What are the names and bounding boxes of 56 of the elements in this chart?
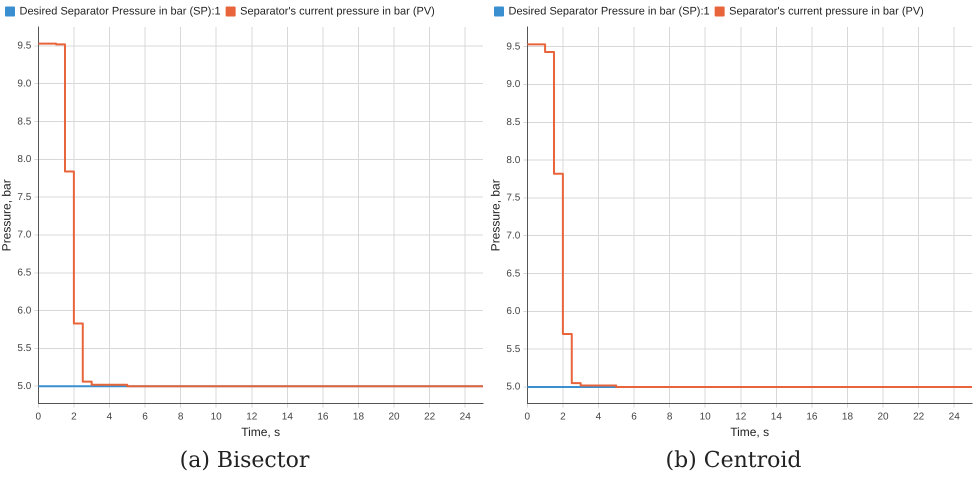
x-tick-label: 20 xyxy=(878,411,890,422)
y-tick-label: 8.5 xyxy=(17,116,32,128)
x-tick-label: 22 xyxy=(424,411,436,422)
legend-label: Desired Separator Pressure in bar (SP):1 xyxy=(508,6,710,18)
y-tick-label: 9.5 xyxy=(17,40,32,52)
x-tick-label: 16 xyxy=(806,411,818,422)
x-tick-label: 4 xyxy=(596,411,602,422)
x-tick-label: 18 xyxy=(352,411,364,422)
y-axis-title: Pressure, bar xyxy=(488,179,503,252)
legend-label: Separator's current pressure in bar (PV) xyxy=(729,6,924,18)
x-tick-label: 20 xyxy=(388,411,400,422)
legend-label: Separator's current pressure in bar (PV) xyxy=(240,6,435,18)
y-tick-label: 9.5 xyxy=(506,41,521,52)
y-tick-label: 5.5 xyxy=(17,343,32,354)
x-tick-label: 10 xyxy=(210,411,222,422)
y-tick-label: 8.0 xyxy=(506,154,521,166)
x-tick-label: 4 xyxy=(106,411,113,422)
x-tick-label: 24 xyxy=(948,411,960,422)
x-tick-label: 24 xyxy=(460,411,472,422)
text: (a) Bisector xyxy=(180,448,310,473)
x-tick-label: 14 xyxy=(770,411,782,422)
x-tick-label: 18 xyxy=(842,411,854,422)
x-tick-label: 0 xyxy=(36,411,42,422)
x-tick-label: 12 xyxy=(246,411,258,422)
y-tick-label: 8.5 xyxy=(506,117,521,128)
y-tick-label: 6.0 xyxy=(17,305,32,316)
x-tick-label: 12 xyxy=(735,411,747,422)
x-tick-label: 2 xyxy=(560,411,566,422)
y-tick-label: 5.0 xyxy=(506,382,521,393)
y-tick-label: 8.0 xyxy=(17,154,32,166)
text: (b) Centroid xyxy=(666,448,802,473)
y-tick-label: 5.5 xyxy=(506,344,521,355)
x-tick-label: 22 xyxy=(913,411,925,422)
x-tick-label: 10 xyxy=(700,411,712,422)
x-tick-label: 6 xyxy=(631,411,638,422)
y-tick-label: 9.0 xyxy=(506,79,521,90)
x-axis-title: Time, s xyxy=(730,425,770,440)
y-tick-label: 7.0 xyxy=(506,230,521,242)
x-axis-title: Time, s xyxy=(241,425,280,440)
y-tick-label: 6.5 xyxy=(17,268,32,279)
y-axis-title: Pressure, bar xyxy=(0,179,14,252)
x-tick-label: 2 xyxy=(71,411,78,422)
y-tick-label: 7.5 xyxy=(506,192,521,204)
x-tick-label: 8 xyxy=(178,411,184,422)
y-tick-label: 7.5 xyxy=(17,192,32,203)
x-tick-label: 14 xyxy=(282,411,294,422)
x-tick-label: 0 xyxy=(524,411,531,422)
y-tick-label: 6.0 xyxy=(506,306,521,318)
y-tick-label: 5.0 xyxy=(17,380,32,392)
x-tick-label: 16 xyxy=(317,411,329,422)
y-tick-label: 7.0 xyxy=(17,230,32,241)
y-tick-label: 6.5 xyxy=(506,268,521,280)
x-tick-label: 6 xyxy=(142,411,148,422)
y-tick-label: 9.0 xyxy=(17,78,32,90)
legend-label: Desired Separator Pressure in bar (SP):1 xyxy=(20,6,221,18)
x-tick-label: 8 xyxy=(666,411,673,422)
